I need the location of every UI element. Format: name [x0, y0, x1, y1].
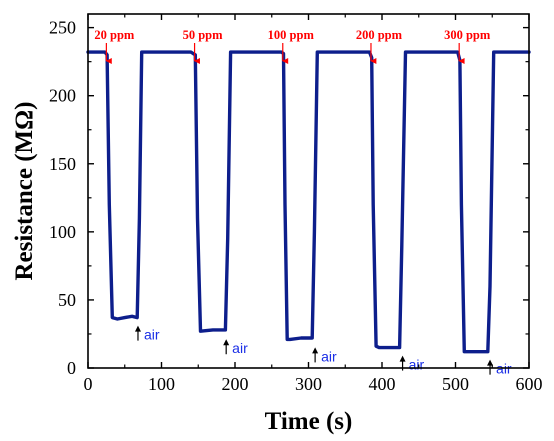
- gas-annotation-label: 100 ppm: [268, 28, 315, 42]
- x-tick-label: 500: [442, 374, 469, 394]
- x-tick-label: 300: [295, 374, 322, 394]
- air-annotation-label: air: [409, 357, 425, 373]
- gas-annotation-label: 50 ppm: [183, 28, 224, 42]
- x-axis-title: Time (s): [265, 408, 353, 435]
- y-tick-label: 100: [49, 222, 76, 242]
- y-tick-label: 150: [49, 154, 76, 174]
- air-annotation-arrowhead: [223, 339, 230, 346]
- y-tick-label: 0: [67, 358, 76, 378]
- gas-annotation-label: 200 ppm: [356, 28, 403, 42]
- series-line: [86, 50, 531, 354]
- x-tick-label: 600: [516, 374, 543, 394]
- air-annotation-label: air: [321, 348, 337, 364]
- x-tick-label: 100: [148, 374, 175, 394]
- y-tick-label: 50: [58, 290, 76, 310]
- x-tick-label: 200: [222, 374, 249, 394]
- y-tick-label: 250: [49, 18, 76, 38]
- axis-titles: Time (s) Resistance (MΩ): [11, 102, 352, 436]
- gas-annotation-label: 300 ppm: [444, 28, 491, 42]
- y-axis-title: Resistance (MΩ): [11, 102, 38, 281]
- x-tick-label: 400: [369, 374, 396, 394]
- x-tick-label: 0: [84, 374, 93, 394]
- air-annotation-arrowhead: [312, 347, 319, 354]
- gas-annotation-label: 20 ppm: [94, 28, 135, 42]
- plot-area: 20 ppm 50 ppm 100 ppm 200 ppm 300 ppm air air a…: [86, 28, 531, 377]
- air-annotation-label: air: [144, 327, 160, 343]
- axes: 0 100 200 300 400 500 600 0 50 100 150 200 250: [49, 13, 543, 394]
- air-annotation-arrowhead: [134, 325, 141, 332]
- air-annotation-label: air: [232, 340, 248, 356]
- air-annotation-arrowhead: [487, 359, 494, 366]
- y-tick-label: 200: [49, 86, 76, 106]
- air-annotation-arrowhead: [399, 355, 406, 362]
